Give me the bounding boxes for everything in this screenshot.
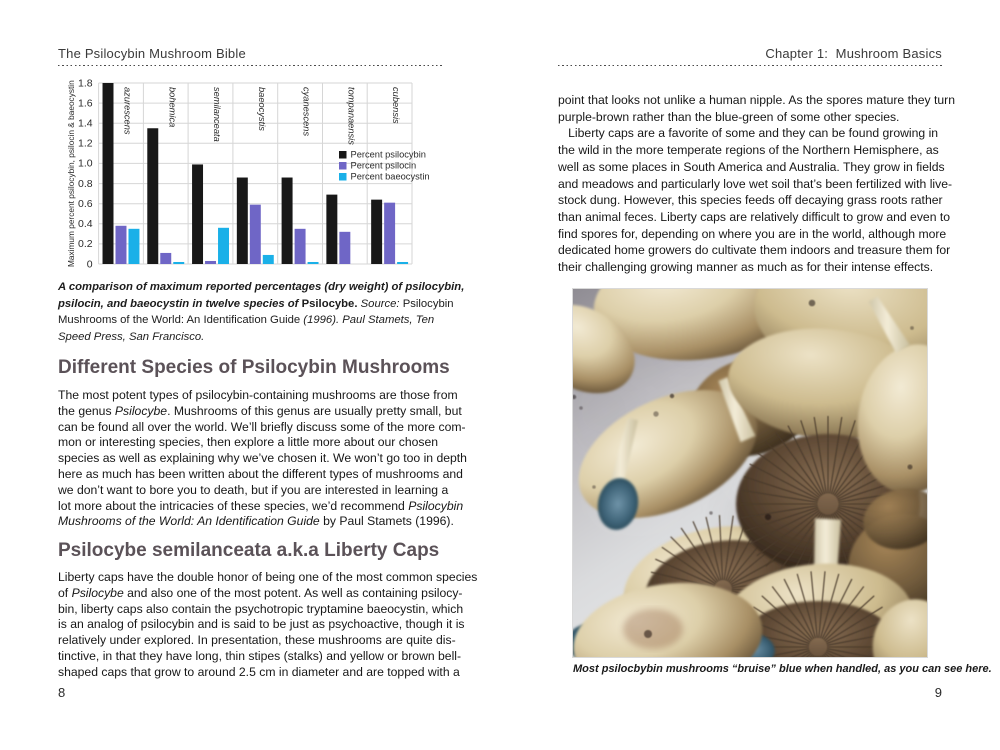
svg-text:0: 0 [87,258,93,270]
svg-text:baeocystis: baeocystis [257,87,267,131]
svg-text:1.0: 1.0 [78,158,93,170]
svg-text:Percent psilocybin: Percent psilocybin [351,150,426,160]
svg-text:1.4: 1.4 [78,118,93,130]
svg-text:tompanaensis: tompanaensis [346,87,356,145]
svg-text:bohemica: bohemica [167,87,177,127]
svg-text:0.8: 0.8 [78,178,93,190]
svg-text:0.2: 0.2 [78,238,93,250]
svg-text:1.6: 1.6 [78,97,93,109]
svg-text:semilanceata: semilanceata [212,87,222,142]
svg-text:azurescens: azurescens [123,87,133,135]
svg-text:cubensis: cubensis [391,87,401,124]
svg-text:cyanescens: cyanescens [302,87,312,136]
svg-text:0.6: 0.6 [78,198,93,210]
svg-text:Percent baeocystin: Percent baeocystin [351,172,430,182]
svg-text:Percent psilocin: Percent psilocin [351,161,417,171]
svg-text:1.2: 1.2 [78,138,93,150]
svg-text:1.8: 1.8 [78,77,93,89]
svg-text:0.4: 0.4 [78,218,93,230]
